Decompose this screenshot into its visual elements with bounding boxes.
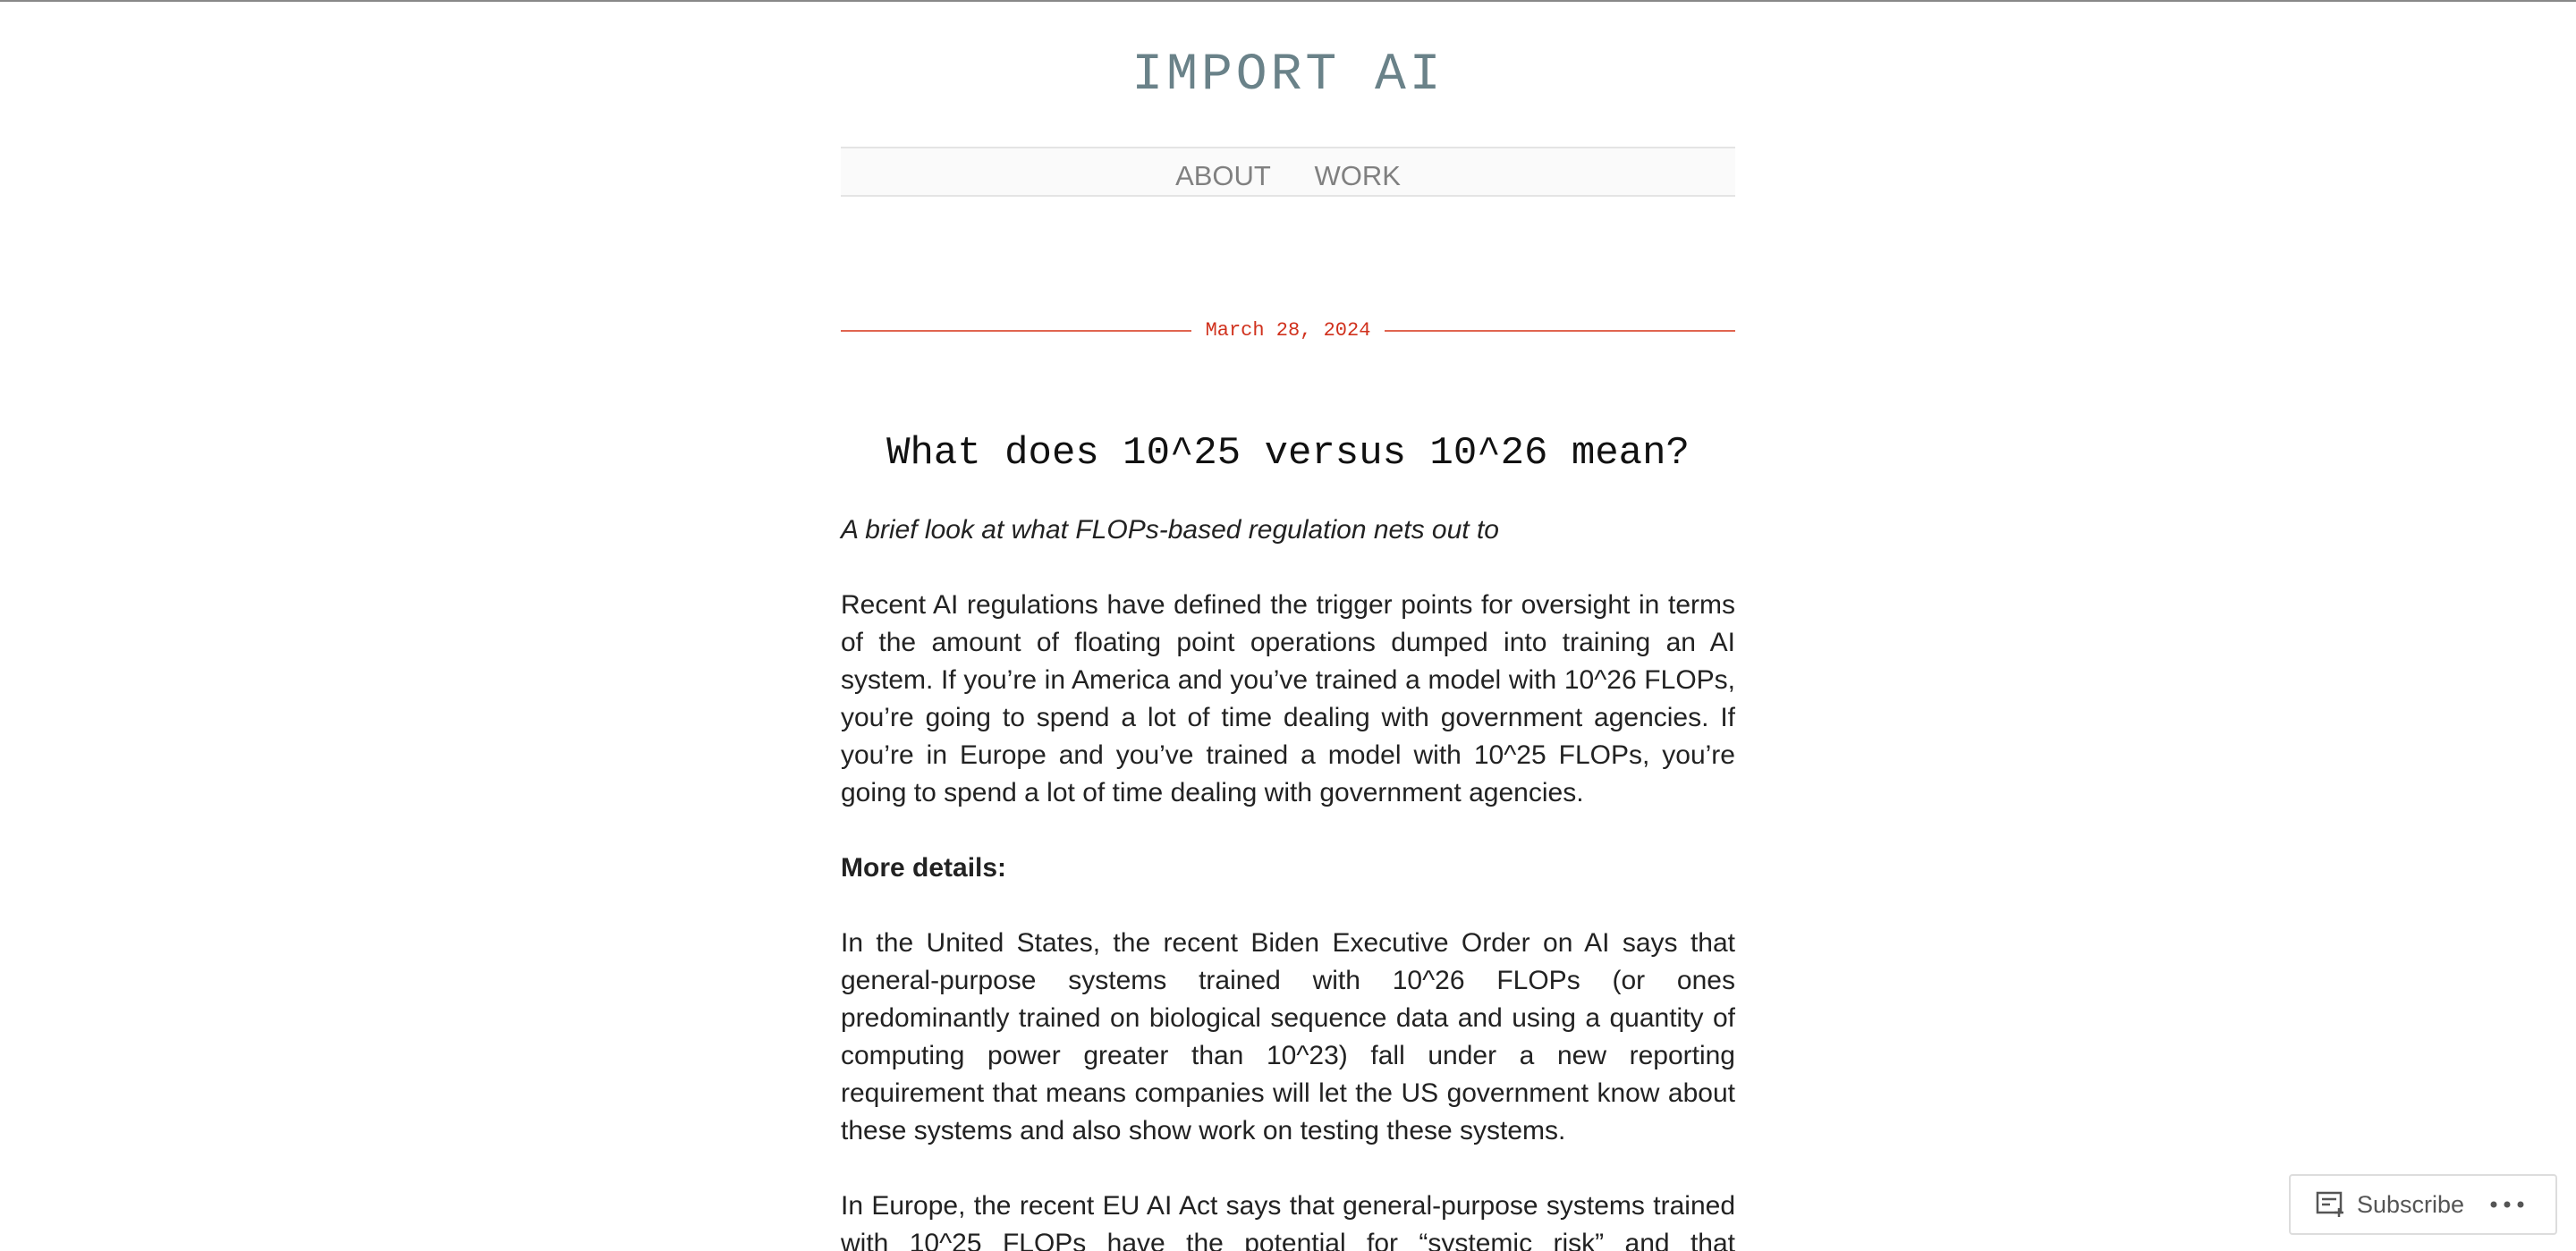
paragraph: In the United States, the recent Biden E… — [841, 928, 1735, 1145]
nav-bar: ABOUT WORK — [841, 147, 1735, 197]
post-subtitle: A brief look at what FLOPs-based regulat… — [841, 515, 1499, 545]
subscribe-icon — [2316, 1191, 2343, 1217]
paragraph: Recent AI regulations have defined the t… — [841, 590, 1735, 807]
more-button[interactable] — [2489, 1200, 2525, 1209]
post-content: A brief look at what FLOPs-based regulat… — [841, 511, 1735, 1251]
section-heading: More details: — [841, 853, 1007, 883]
subscribe-button[interactable]: Subscribe — [2357, 1190, 2465, 1218]
subscribe-widget: Subscribe — [2289, 1174, 2557, 1235]
date-text[interactable]: March 28, 2024 — [1205, 319, 1371, 342]
post-date: March 28, 2024 — [841, 319, 1735, 342]
site-title[interactable]: IMPORT AI — [1131, 46, 1445, 105]
nav-link[interactable]: ABOUT — [1175, 160, 1271, 191]
post-title: What does 10^25 versus 10^26 mean? — [886, 431, 1690, 476]
paragraph: More details: — [841, 849, 1735, 887]
nav-link[interactable]: WORK — [1314, 160, 1401, 191]
paragraph: In Europe, the recent EU AI Act says tha… — [841, 1191, 1735, 1251]
